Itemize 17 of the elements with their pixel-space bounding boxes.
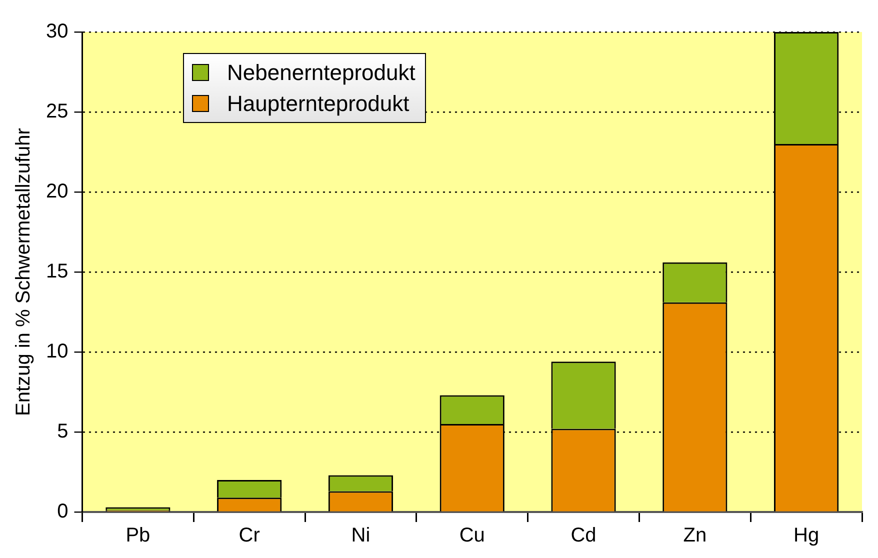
y-tick-label: 0	[57, 500, 68, 523]
x-tick-label: Zn	[683, 524, 707, 547]
y-tick-label: 25	[46, 100, 68, 123]
x-tick-label: Hg	[794, 524, 820, 547]
y-tick-label: 30	[46, 20, 68, 43]
legend-label: Nebenernteprodukt	[227, 59, 416, 87]
x-tick-label: Cr	[238, 524, 260, 547]
y-axis-title: Entzug in % Schwermetallzufuhr	[12, 128, 35, 416]
x-tick-label: Cu	[459, 524, 485, 547]
x-tick-label: Pb	[126, 524, 150, 547]
y-tick-label: 15	[46, 260, 68, 283]
y-tick-label: 5	[57, 420, 68, 443]
x-tick-label: Ni	[351, 524, 370, 547]
y-tick-label: 20	[46, 180, 68, 203]
legend-label: Haupternteprodukt	[227, 90, 410, 118]
x-tick-label: Cd	[570, 524, 596, 547]
y-tick-label: 10	[46, 340, 68, 363]
